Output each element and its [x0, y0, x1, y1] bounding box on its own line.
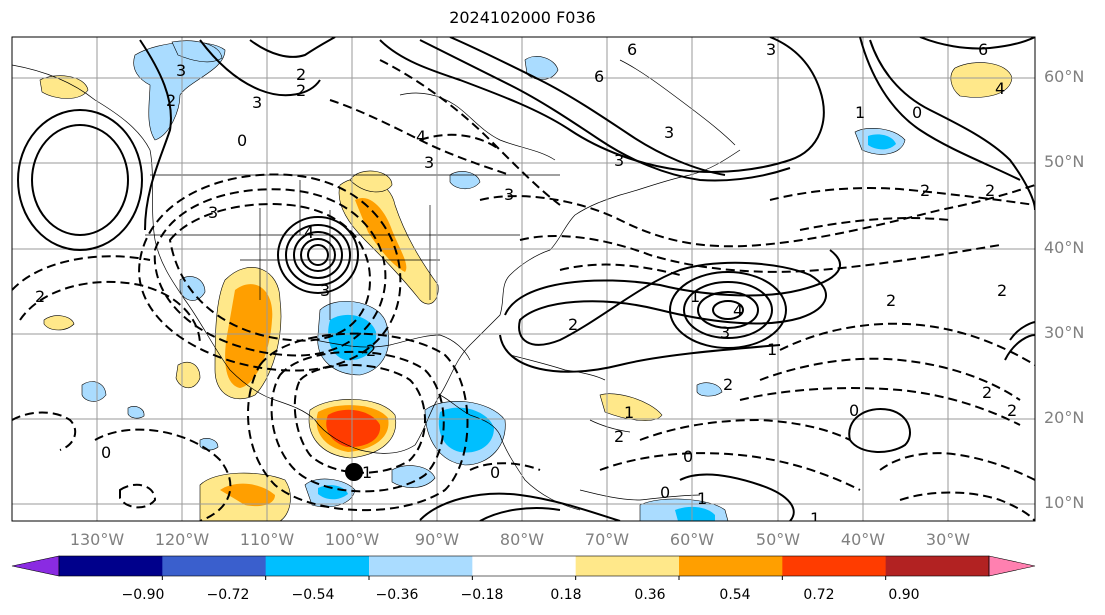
contour-label: 0	[237, 131, 247, 150]
lat-label: 60°N	[1044, 67, 1085, 86]
colorbar-tick-label: −0.54	[291, 587, 335, 603]
colorbar-tick-label: −0.18	[460, 587, 504, 603]
contour-label: 3	[614, 151, 624, 170]
lon-label: 50°W	[755, 530, 801, 549]
colorbar-tick-label: 0.18	[550, 587, 582, 603]
contour-label: 1	[690, 287, 700, 306]
lon-label: 130°W	[69, 530, 125, 549]
contour-label: 1	[767, 340, 777, 359]
colorbar-tick-label: −0.72	[206, 587, 250, 603]
colorbar-swatch	[162, 556, 267, 576]
contour-label: 6	[978, 40, 988, 59]
colorbar-swatch	[885, 556, 990, 576]
contour-label: 3	[208, 203, 218, 222]
contour-label: 3	[252, 93, 262, 112]
contour-label: 4	[304, 223, 314, 242]
colorbar-tick-label: 0.54	[719, 587, 751, 603]
contour-label: 0	[683, 447, 693, 466]
contour-label: 2	[614, 427, 624, 446]
contour-label: 2	[886, 291, 896, 310]
contour-label: 6	[627, 40, 637, 59]
contour-label: 0	[912, 103, 922, 122]
contour-label: 4	[416, 127, 426, 146]
colorbar	[11, 555, 1036, 580]
contour-label: 4	[995, 79, 1005, 98]
contour-label: 1	[855, 103, 865, 122]
contour-label: 3	[720, 323, 730, 342]
colorbar-swatch	[679, 556, 783, 576]
colorbar-swatch	[59, 556, 163, 576]
lon-label: 110°W	[239, 530, 295, 549]
contour-label: 1	[697, 489, 707, 508]
contour-label: 0	[660, 483, 670, 502]
contour-label: 3	[664, 123, 674, 142]
contour-label: 2	[166, 91, 176, 110]
lon-label: 30°W	[925, 530, 971, 549]
colorbar-swatch	[782, 556, 887, 576]
contour-labels: 3 3 2 2 6 6 6 3 3 4 0 3 3 4 3 1 0 3 2 2 …	[35, 40, 1017, 528]
colorbar-extend-low	[11, 555, 60, 577]
contour-label: 2	[296, 81, 306, 100]
contour-label: 2	[985, 181, 995, 200]
storm-center-marker	[345, 463, 363, 481]
contour-label: 3	[320, 281, 330, 300]
contour-label: 3	[424, 153, 434, 172]
colorbar-swatch	[472, 556, 577, 576]
colorbar-tick-label: −0.90	[121, 587, 165, 603]
lon-label: 80°W	[499, 530, 545, 549]
contour-label: 2	[723, 375, 733, 394]
map-frame	[11, 36, 1036, 522]
colorbar-tick-label: 0.72	[803, 587, 835, 603]
contour-label: 3	[766, 40, 776, 59]
contour-label: 0	[849, 401, 859, 420]
lon-label: 120°W	[154, 530, 210, 549]
contour-label: 3	[504, 185, 514, 204]
contour-label: 2	[920, 181, 930, 200]
colorbar-tick-label: 0.90	[888, 587, 920, 603]
contour-label: 1	[624, 403, 634, 422]
lon-label: 60°W	[669, 530, 715, 549]
contour-label: 2	[568, 315, 578, 334]
colorbar-swatch	[575, 556, 680, 576]
dashed-contours	[12, 59, 1035, 521]
lat-label: 20°N	[1044, 408, 1085, 427]
colorbar-tick-label: −0.36	[375, 587, 419, 603]
lon-label: 40°W	[840, 530, 886, 549]
lat-label: 30°N	[1044, 323, 1085, 342]
contour-label: 6	[594, 67, 604, 86]
graticule	[12, 37, 1035, 521]
contour-label: 4	[733, 301, 743, 320]
contour-label: 2	[296, 65, 306, 84]
contour-label: 2	[997, 281, 1007, 300]
solid-contours	[17, 37, 1035, 521]
contour-label: 1	[810, 509, 820, 528]
colorbar-frame	[58, 555, 990, 577]
colorbar-swatch	[369, 556, 473, 576]
lat-label: 40°N	[1044, 238, 1085, 257]
lon-label: 100°W	[324, 530, 380, 549]
lon-label: 90°W	[414, 530, 460, 549]
colorbar-swatch	[265, 556, 370, 576]
shaded-anomalies	[39, 40, 1013, 521]
contour-label: 3	[176, 61, 186, 80]
contour-label: 2	[982, 383, 992, 402]
contour-label: 2	[366, 341, 376, 360]
lat-label: 50°N	[1044, 152, 1085, 171]
contour-label: 2	[35, 287, 45, 306]
map-title: 2024102000 F036	[449, 8, 596, 27]
contour-label: 1	[362, 463, 372, 482]
colorbar-extend-high	[988, 555, 1036, 577]
lat-label: 10°N	[1044, 493, 1085, 512]
contour-label: 2	[1007, 401, 1017, 420]
contour-label: 0	[490, 463, 500, 482]
contour-label: 0	[101, 443, 111, 462]
colorbar-tick-label: 0.36	[634, 587, 666, 603]
lon-label: 70°W	[584, 530, 630, 549]
